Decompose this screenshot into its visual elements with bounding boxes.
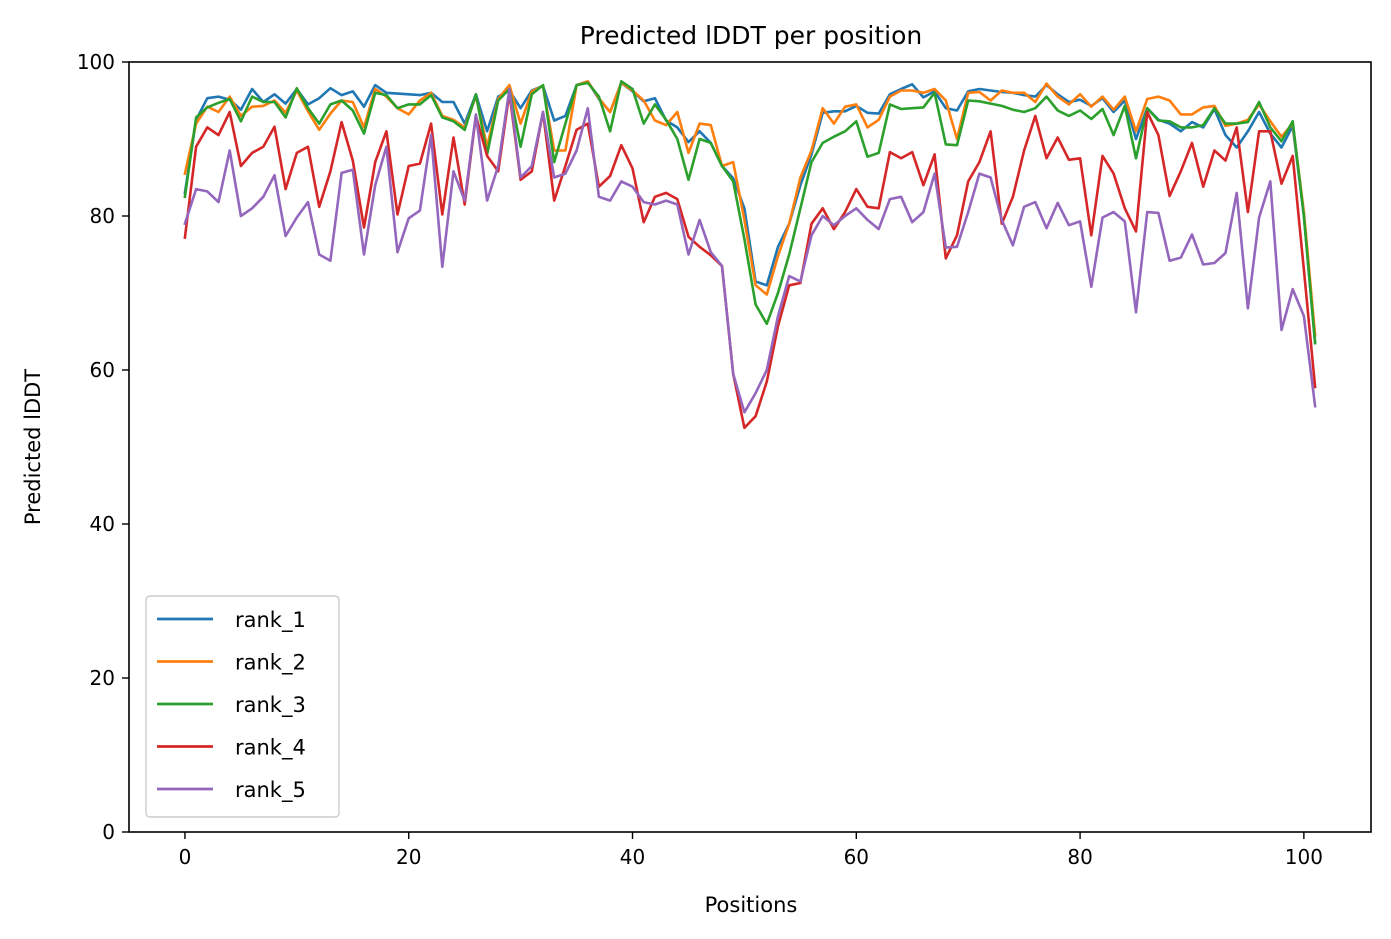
legend-label-rank_1: rank_1 (235, 608, 306, 633)
series-line-rank_3 (183, 80, 1317, 345)
legend: rank_1 rank_2 rank_3 rank_4 rank_5 (145, 595, 340, 818)
legend-label-rank_3: rank_3 (235, 693, 306, 718)
y-tick-label: 100 (77, 50, 115, 74)
x-axis: 0 20 40 60 80 100 (179, 832, 1323, 869)
legend-label-rank_5: rank_5 (235, 778, 306, 803)
y-tick-label: 80 (90, 204, 115, 228)
series-line-rank_5 (183, 87, 1317, 414)
axes-frame (128, 61, 1372, 833)
x-axis-label: Positions (705, 893, 798, 917)
y-tick-label: 20 (90, 666, 115, 690)
y-tick-label: 0 (102, 820, 115, 844)
y-axis: 0 20 40 60 80 100 (77, 50, 129, 844)
x-tick-label: 20 (396, 845, 421, 869)
chart-title: Predicted lDDT per position (580, 21, 922, 50)
x-tick-label: 0 (179, 845, 192, 869)
y-tick-label: 40 (90, 512, 115, 536)
y-axis-label: Predicted lDDT (21, 369, 45, 525)
x-tick-label: 40 (620, 845, 645, 869)
x-tick-label: 100 (1285, 845, 1323, 869)
x-tick-label: 80 (1067, 845, 1092, 869)
series-line-rank_4 (183, 91, 1317, 430)
legend-box (145, 595, 340, 818)
plot-area (128, 61, 1372, 833)
legend-label-rank_2: rank_2 (235, 651, 306, 676)
x-tick-label: 60 (844, 845, 869, 869)
y-tick-label: 60 (90, 358, 115, 382)
legend-label-rank_4: rank_4 (235, 736, 306, 761)
